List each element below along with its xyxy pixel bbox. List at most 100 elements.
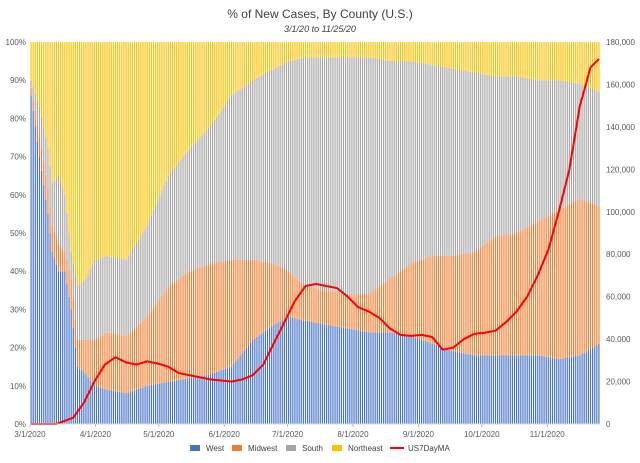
bar-west-day-198 [448,349,450,424]
bar-northeast-day-114 [271,42,273,70]
bar-northeast-day-176 [402,42,404,62]
bar-midwest-day-11 [53,231,55,259]
bar-midwest-day-48 [131,330,133,392]
bar-south-day-218 [490,75,492,240]
bar-west-day-255 [568,357,570,424]
bar-northeast-day-175 [399,42,402,62]
bar-south-day-131 [307,57,309,287]
bar-west-day-14 [60,271,62,424]
bar-south-day-226 [507,76,509,235]
bar-south-day-80 [199,137,201,268]
bar-south-day-142 [330,57,332,292]
bar-midwest-day-242 [541,219,543,357]
bar-northeast-day-222 [499,42,501,77]
bar-northeast-day-103 [247,42,250,84]
bar-west-day-179 [408,335,410,424]
bar-west-day-10 [51,252,53,424]
bar-midwest-day-89 [218,262,220,372]
bar-west-day-46 [127,392,129,424]
bar-northeast-day-144 [334,42,336,58]
bar-northeast-day-85 [209,42,212,127]
bar-midwest-day-116 [275,264,277,324]
bar-west-day-226 [507,355,509,424]
bar-west-day-159 [366,331,368,424]
y-right-tick-label: 60,000 [606,293,631,302]
bar-northeast-day-150 [347,42,349,58]
bar-midwest-day-176 [402,269,404,335]
bar-midwest-day-143 [332,291,334,326]
bar-west-day-111 [264,330,266,424]
x-tick-label: 8/1/2020 [337,430,369,439]
bar-northeast-day-140 [326,42,328,58]
bar-south-day-214 [482,74,484,246]
bar-south-day-62 [161,190,163,296]
bar-west-day-56 [148,385,150,424]
bar-midwest-day-169 [387,280,389,333]
bar-west-day-73 [184,378,186,424]
bar-midwest-day-203 [459,254,461,353]
bar-midwest-day-83 [205,265,207,376]
bar-midwest-day-174 [397,272,399,334]
bar-midwest-day-181 [412,262,414,337]
bar-west-day-71 [180,379,182,424]
bar-west-day-128 [300,319,302,424]
bar-midwest-day-42 [119,334,121,393]
bar-west-day-1 [32,110,34,424]
bar-midwest-day-140 [326,290,328,325]
bar-west-day-33 [100,387,102,424]
bar-south-day-206 [465,71,467,254]
bar-northeast-day-268 [596,42,598,91]
bar-midwest-day-153 [353,294,355,330]
bar-west-day-239 [535,355,537,424]
bar-south-day-27 [87,274,89,340]
bar-west-day-13 [57,271,60,424]
us7dayma-line [31,58,600,425]
bar-west-day-263 [585,351,587,424]
y-right-tick-label: 40,000 [606,335,631,344]
bar-midwest-day-211 [475,250,478,356]
bar-midwest-day-177 [404,268,406,335]
bar-south-day-46 [127,256,129,335]
bar-midwest-day-97 [235,259,237,362]
bar-south-day-163 [374,58,376,290]
bar-south-day-157 [361,57,364,295]
bar-south-day-6 [43,127,45,163]
bar-west-day-70 [178,380,180,424]
bar-west-day-188 [427,342,429,424]
bar-south-day-50 [136,242,138,327]
bar-south-day-168 [385,60,387,282]
bar-northeast-day-93 [226,42,228,102]
bar-west-day-55 [146,385,148,424]
bar-west-day-224 [503,355,505,424]
bar-west-day-217 [488,355,490,424]
bar-midwest-day-36 [106,332,108,390]
bar-west-day-185 [421,339,423,424]
bar-west-day-227 [509,355,511,424]
bar-northeast-day-7 [45,42,47,139]
bar-midwest-day-197 [446,255,448,350]
bar-south-day-65 [167,175,169,287]
bar-northeast-day-60 [157,42,159,201]
bar-northeast-day-53 [142,42,144,233]
bar-midwest-day-228 [511,233,513,356]
bar-midwest-day-240 [537,221,539,356]
bar-south-day-48 [131,249,133,331]
bar-northeast-day-90 [220,42,222,111]
bar-west-day-101 [243,350,245,424]
bar-midwest-day-104 [250,259,252,343]
bar-west-day-122 [288,317,290,424]
bar-west-day-3 [36,141,38,424]
bar-northeast-day-181 [412,42,414,62]
bar-south-day-253 [564,81,566,207]
bar-south-day-158 [364,57,366,295]
bar-midwest-day-58 [152,307,155,385]
bar-northeast-day-182 [414,42,416,62]
bar-west-day-222 [499,355,501,424]
bar-northeast-day-243 [543,42,545,81]
bar-northeast-day-76 [190,42,193,147]
bar-midwest-day-31 [95,338,98,387]
bar-northeast-day-200 [452,42,454,69]
bar-northeast-day-67 [171,42,174,171]
bar-west-day-9 [49,233,51,424]
bar-west-day-85 [209,374,212,424]
